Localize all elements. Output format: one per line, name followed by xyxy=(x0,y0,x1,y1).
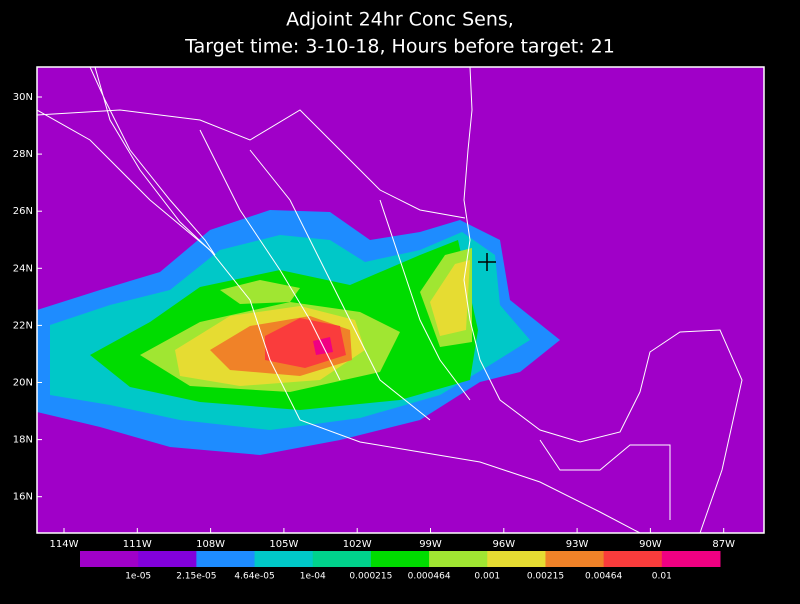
contour-band xyxy=(265,318,346,368)
colorbar-label: 1e-05 xyxy=(125,572,151,582)
lat-label: 28N xyxy=(13,149,33,160)
target-marker xyxy=(478,253,496,271)
colorbar-segment xyxy=(429,551,488,567)
colorbar-label: 4.64e-05 xyxy=(234,572,274,582)
colorbar-segment xyxy=(370,551,430,567)
lat-label: 22N xyxy=(13,320,33,331)
lon-label: 111W xyxy=(123,539,152,550)
lat-label: 26N xyxy=(13,206,33,217)
lon-label: 99W xyxy=(419,539,442,550)
colorbar-segment xyxy=(138,551,197,567)
lat-label: 16N xyxy=(13,492,33,503)
lon-label: 87W xyxy=(712,539,735,550)
lon-label: 96W xyxy=(492,539,515,550)
colorbar-segment xyxy=(603,551,663,567)
lat-label: 18N xyxy=(13,435,33,446)
contour-band xyxy=(220,280,300,304)
subtitle: Target time: 3-10-18, Hours before targe… xyxy=(184,36,615,58)
colorbar-label: 2.15e-05 xyxy=(176,572,216,582)
colorbar: 1e-05 2.15e-05 4.64e-05 1e-04 0.000215 0.0004… xyxy=(80,551,721,582)
title: Adjoint 24hr Conc Sens, xyxy=(286,9,514,31)
colorbar-segment xyxy=(80,551,139,567)
colorbar-segment xyxy=(487,551,546,567)
lon-label: 93W xyxy=(566,539,589,550)
state-border xyxy=(199,129,341,381)
lon-label: 102W xyxy=(343,539,372,550)
state-border xyxy=(249,149,431,421)
lat-label: 20N xyxy=(13,378,33,389)
coastline xyxy=(463,67,743,533)
colorbar-segment xyxy=(196,551,256,567)
map-field xyxy=(37,67,764,533)
contour-band xyxy=(430,260,470,336)
colorbar-segment xyxy=(661,551,721,567)
coastline xyxy=(89,67,216,256)
colorbar-label: 0.001 xyxy=(474,572,500,582)
colorbar-segment xyxy=(254,551,314,567)
axis-labels: 30N 28N 26N 24N 22N 20N 18N 16N 114W 111W 108W 105W… xyxy=(13,92,735,550)
lat-label: 30N xyxy=(13,92,33,103)
coastline xyxy=(37,109,641,533)
map-frame xyxy=(36,66,765,534)
colorbar-label: 0.00464 xyxy=(585,572,622,582)
lon-label: 108W xyxy=(196,539,225,550)
state-border xyxy=(379,199,471,401)
lon-label: 90W xyxy=(639,539,662,550)
colorbar-segment xyxy=(312,551,372,567)
colorbar-label: 0.00215 xyxy=(527,572,564,582)
colorbar-label: 1e-04 xyxy=(300,572,326,582)
lon-label: 114W xyxy=(50,539,79,550)
colorbar-label: 0.000464 xyxy=(408,572,451,582)
colorbar-label: 0.01 xyxy=(652,572,672,582)
colorbar-label: 0.000215 xyxy=(349,572,392,582)
border xyxy=(539,439,671,520)
lat-label: 24N xyxy=(13,263,33,274)
colorbar-segment xyxy=(545,551,605,567)
border xyxy=(37,109,466,219)
lon-label: 105W xyxy=(269,539,298,550)
